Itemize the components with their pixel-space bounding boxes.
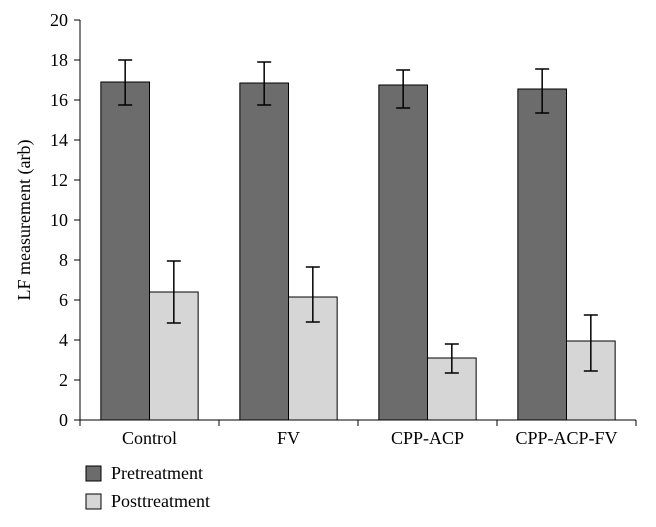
- y-tick-label: 10: [50, 210, 68, 230]
- lf-measurement-chart: 0 2 4 6 8 10 12 14 16 18 20 LF measurement (arb) Con…: [0, 0, 656, 527]
- y-tick-label: 8: [59, 250, 68, 270]
- y-tick-label: 20: [50, 10, 68, 30]
- bar-pretreatment: [379, 85, 428, 420]
- bar-pretreatment: [101, 82, 150, 420]
- y-tick-label: 2: [59, 370, 68, 390]
- legend-swatch: [86, 466, 101, 481]
- y-tick-label: 14: [50, 130, 68, 150]
- bar-pretreatment: [518, 89, 567, 420]
- y-tick-label: 12: [50, 170, 68, 190]
- category-label: FV: [277, 428, 300, 448]
- category-label: CPP-ACP-FV: [515, 428, 617, 448]
- chart-svg: 0 2 4 6 8 10 12 14 16 18 20 LF measurement (arb) Con…: [0, 0, 656, 527]
- category-label: CPP-ACP: [391, 428, 464, 448]
- category-label: Control: [122, 428, 177, 448]
- legend-swatch: [86, 494, 101, 509]
- y-tick-label: 4: [59, 330, 68, 350]
- y-tick-label: 6: [59, 290, 68, 310]
- bar-pretreatment: [240, 83, 289, 420]
- legend-label: Posttreatment: [111, 491, 210, 511]
- y-axis-label: LF measurement (arb): [14, 140, 35, 301]
- y-tick-label: 18: [50, 50, 68, 70]
- y-tick-label: 16: [50, 90, 68, 110]
- legend-label: Pretreatment: [111, 463, 203, 483]
- y-tick-label: 0: [59, 410, 68, 430]
